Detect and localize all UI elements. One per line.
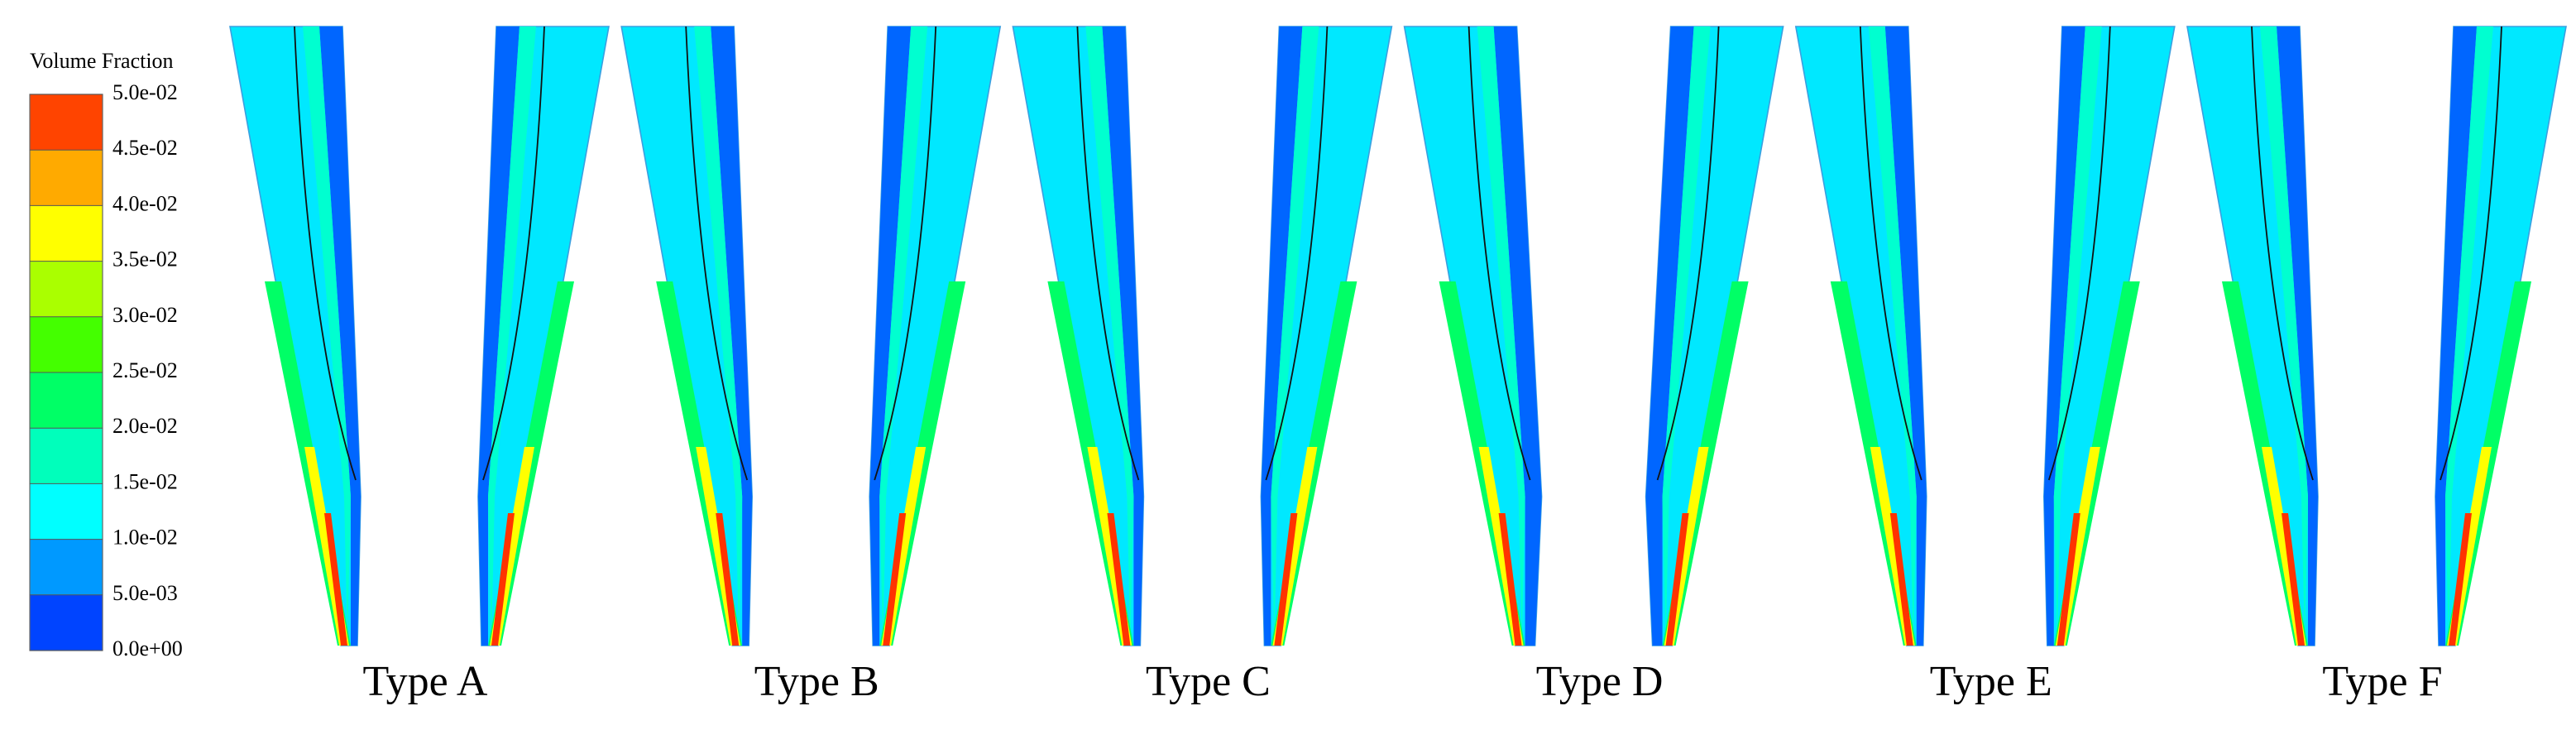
colorbar-tick-label: 2.0e-02	[113, 414, 178, 438]
red-streak	[2282, 513, 2305, 646]
nozzle-right-half	[1645, 26, 1784, 646]
streamline	[874, 26, 937, 481]
mid-fraction-region	[2445, 26, 2493, 646]
colorbar-segment	[30, 261, 103, 317]
colorbar-segment	[30, 205, 103, 262]
panel-label: Type C	[1146, 658, 1271, 705]
colorbar-segment	[30, 94, 103, 151]
nozzle-left-half	[1012, 26, 1145, 646]
red-streak	[1274, 513, 1298, 646]
mid-fraction-region	[1868, 26, 1917, 646]
low-fraction-region	[1884, 26, 1927, 646]
streamline	[482, 26, 545, 481]
colorbar-tick-label: 4.5e-02	[113, 136, 178, 160]
low-fraction-region	[2435, 26, 2477, 646]
nozzle-right-half	[2042, 26, 2176, 646]
streamline	[1468, 26, 1531, 481]
colorbar-segment	[30, 483, 103, 540]
mid-fraction-region	[1662, 26, 1711, 646]
low-fraction-region	[478, 26, 520, 646]
streamline	[2440, 26, 2502, 481]
low-fraction-region	[2043, 26, 2085, 646]
nozzle-right-half	[477, 26, 610, 646]
colorbar-tick-label: 0.0e+00	[113, 636, 183, 660]
mid-fraction-region	[488, 26, 536, 646]
colorbar-segment	[30, 428, 103, 484]
nozzle-left-half	[1403, 26, 1543, 646]
mid-fraction-region	[2053, 26, 2102, 646]
mid-fraction-region	[1271, 26, 1319, 646]
streamline	[294, 26, 357, 481]
mid-fraction-region	[694, 26, 743, 646]
nozzle-right-half	[1260, 26, 1393, 646]
panel-label: Type B	[754, 658, 879, 705]
mid-fraction-region	[879, 26, 928, 646]
contour-panels: Type A Type B Type C Type D Type E Type F	[229, 26, 2567, 705]
low-fraction-region	[319, 26, 361, 646]
colorbar-segment	[30, 539, 103, 595]
streamline	[1265, 26, 1329, 481]
red-streak	[883, 513, 907, 646]
nozzle-left-half	[1794, 26, 1927, 646]
colorbar-tick-label: 3.0e-02	[113, 303, 178, 327]
low-fraction-region	[1261, 26, 1303, 646]
low-fraction-region	[1102, 26, 1144, 646]
red-streak	[1889, 513, 1913, 646]
streamline	[1656, 26, 1720, 481]
red-streak	[1107, 513, 1131, 646]
low-fraction-region	[1493, 26, 1542, 646]
streamline	[2251, 26, 2314, 481]
mid-fraction-region	[1085, 26, 1134, 646]
low-fraction-region	[1645, 26, 1694, 646]
nozzle-right-half	[2435, 26, 2567, 646]
colorbar-segment	[30, 150, 103, 206]
colorbar-segment	[30, 316, 103, 372]
colorbar-tick-label: 5.0e-03	[113, 581, 178, 605]
nozzle-right-half	[869, 26, 1002, 646]
red-streak	[2056, 513, 2080, 646]
panel-label: Type D	[1536, 658, 1664, 705]
colorbar-tick-label: 3.5e-02	[113, 247, 178, 271]
colorbar-segment	[30, 372, 103, 429]
red-streak	[1665, 513, 1689, 646]
nozzle-left-half	[620, 26, 754, 646]
colorbar-tick-label: 4.0e-02	[113, 191, 178, 215]
mid-fraction-region	[303, 26, 351, 646]
nozzle-left-half	[2186, 26, 2319, 646]
red-streak	[324, 513, 347, 646]
colorbar-tick-label: 5.0e-02	[113, 80, 178, 104]
red-streak	[491, 513, 515, 646]
streamline	[1076, 26, 1140, 481]
panel-label: Type E	[1930, 658, 2052, 705]
streamline	[1859, 26, 1922, 481]
red-streak	[2449, 513, 2472, 646]
streamline	[685, 26, 749, 481]
colorbar: 0.0e+00 5.0e-03 1.0e-02 1.5e-02 2.0e-02 2.5e-…	[29, 80, 183, 660]
mid-fraction-region	[1477, 26, 1525, 646]
mid-fraction-region	[2260, 26, 2308, 646]
red-streak	[1498, 513, 1522, 646]
panel-label: Type A	[363, 658, 488, 705]
panel-label: Type F	[2322, 658, 2442, 705]
low-fraction-region	[869, 26, 912, 646]
nozzle-left-half	[229, 26, 362, 646]
low-fraction-region	[711, 26, 753, 646]
legend-title: Volume Fraction	[30, 49, 174, 73]
red-streak	[716, 513, 740, 646]
colorbar-tick-label: 2.5e-02	[113, 358, 178, 382]
low-fraction-region	[2277, 26, 2318, 646]
colorbar-tick-label: 1.0e-02	[113, 526, 178, 550]
colorbar-tick-label: 1.5e-02	[113, 469, 178, 493]
colorbar-segment	[30, 594, 103, 651]
streamline	[2047, 26, 2111, 481]
